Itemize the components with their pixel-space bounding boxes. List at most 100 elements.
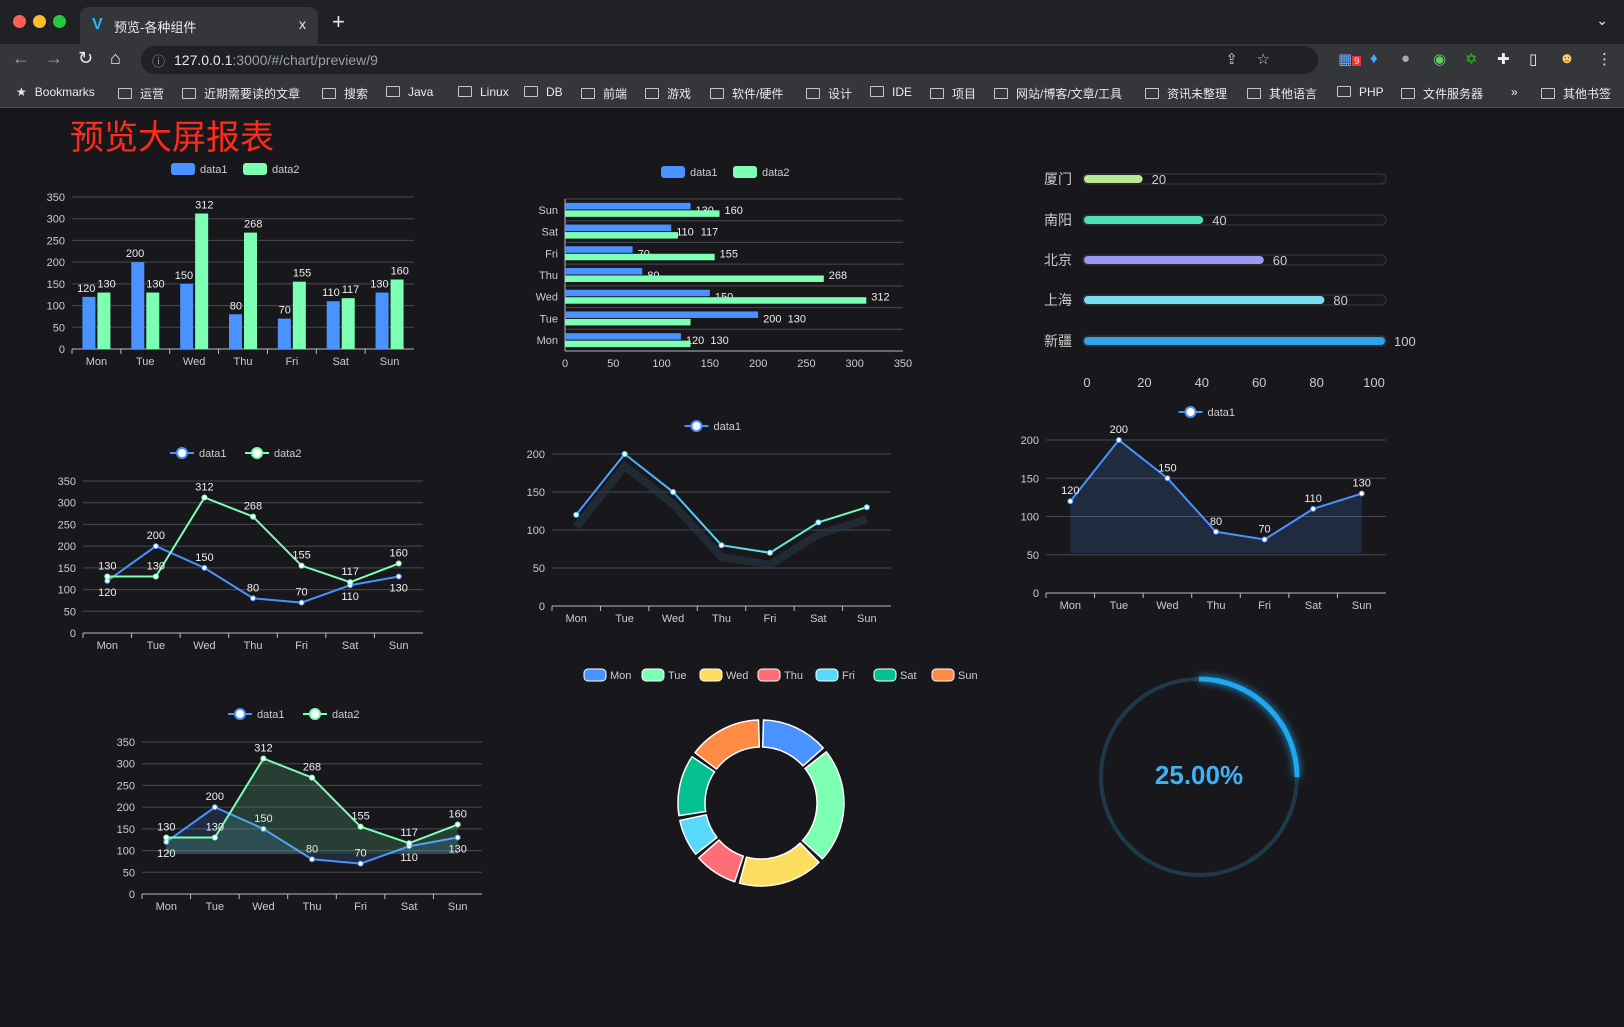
avatar[interactable]: ☻: [1559, 50, 1575, 67]
legend-label: data1: [690, 167, 718, 179]
folder-icon: [1337, 86, 1351, 97]
bar: [195, 213, 209, 349]
progress-label: 厦门: [1044, 171, 1072, 187]
progress-value: 60: [1273, 253, 1287, 268]
x-tick-label: 20: [1137, 375, 1151, 390]
legend-swatch: [171, 163, 195, 175]
legend-swatch: [699, 668, 723, 682]
tab-strip: V 预览-各种组件 x + ⌄: [0, 0, 1624, 44]
reload-icon[interactable]: ↻: [78, 48, 94, 68]
bookmark-folder[interactable]: 其他语言: [1247, 85, 1317, 102]
folder-icon: [118, 88, 132, 99]
x-tick-label: Wed: [183, 356, 205, 368]
bookmark-folder[interactable]: 搜索: [322, 85, 368, 102]
y-tick-label: 100: [47, 301, 65, 313]
data-point: [357, 860, 364, 867]
data-label: 80: [1210, 516, 1222, 528]
bookmark-folder[interactable]: Java: [386, 85, 433, 99]
x-tick-label: Sat: [810, 613, 827, 625]
tab-search-chevron-icon[interactable]: ⌄: [1596, 12, 1608, 28]
bar-value-label: 110: [676, 227, 694, 239]
extension-star-icon[interactable]: ✡: [1465, 51, 1478, 68]
x-tick-label: 350: [894, 358, 912, 370]
share-icon[interactable]: ⇪: [1225, 51, 1238, 68]
bookmark-star-icon[interactable]: ☆: [1256, 51, 1270, 68]
bookmark-folder[interactable]: 项目: [930, 85, 976, 102]
data-label: 130: [98, 561, 116, 573]
bookmark-folder[interactable]: DB: [524, 85, 563, 99]
minimize-window-button[interactable]: [33, 15, 46, 28]
x-tick-label: Mon: [156, 901, 177, 913]
bookmark-folder[interactable]: 近期需要读的文章: [182, 85, 300, 102]
y-tick-label: Tue: [539, 313, 558, 325]
y-tick-label: 150: [1021, 473, 1039, 485]
url-host: 127.0.0.1: [174, 52, 233, 68]
data-point: [815, 519, 822, 526]
tab-close-icon[interactable]: x: [299, 16, 306, 32]
new-tab-button[interactable]: +: [332, 9, 345, 34]
other-bookmarks-folder[interactable]: 其他书签: [1541, 85, 1611, 102]
folder-icon: [1541, 88, 1555, 99]
bookmarks-label[interactable]: ★ Bookmarks: [16, 85, 95, 99]
bar: [131, 262, 145, 349]
back-icon[interactable]: ←: [12, 48, 30, 68]
bookmark-folder[interactable]: 前端: [581, 85, 627, 102]
y-tick-label: 100: [1021, 512, 1039, 524]
bar: [146, 292, 160, 349]
bar: [390, 279, 404, 349]
data-label: 200: [1110, 424, 1128, 436]
bookmark-folder[interactable]: Linux: [458, 85, 509, 99]
bookmark-folder[interactable]: 运营: [118, 85, 164, 102]
y-tick-label: 150: [47, 279, 65, 291]
bar: [326, 301, 340, 349]
pie-slice: [801, 751, 845, 860]
side-panel-icon[interactable]: ▯: [1529, 51, 1538, 68]
x-tick-label: 200: [749, 358, 767, 370]
site-info-icon[interactable]: ⓘ: [152, 54, 166, 69]
bookmark-folder[interactable]: 资讯未整理: [1145, 85, 1227, 102]
legend-label: data1: [1208, 407, 1236, 419]
legend-label: Thu: [784, 670, 803, 682]
address-bar[interactable]: ⓘ 127.0.0.1:3000/#/chart/preview/9 ⇪ ☆: [141, 46, 1318, 74]
bookmark-folder[interactable]: 设计: [806, 85, 852, 102]
forward-icon[interactable]: →: [45, 48, 63, 68]
data-point: [309, 856, 315, 863]
extension-gray-icon[interactable]: ●: [1401, 50, 1411, 67]
gauge-progress-arc: [1198, 676, 1300, 778]
extension-badge: 9: [1352, 56, 1362, 66]
y-tick-label: 0: [70, 628, 76, 640]
maximize-window-button[interactable]: [53, 15, 66, 28]
home-icon[interactable]: ⌂: [110, 48, 121, 68]
folder-icon: [322, 88, 336, 99]
progress-fill: [1084, 337, 1385, 345]
bar: [277, 318, 291, 349]
extension-green-icon[interactable]: ◉: [1433, 51, 1447, 68]
bookmarks-more-button[interactable]: »: [1511, 85, 1518, 99]
bookmark-folder[interactable]: 网站/博客/文章/工具: [994, 85, 1122, 102]
progress-value: 80: [1333, 293, 1347, 308]
data-point: [863, 504, 870, 511]
y-tick-label: 50: [1027, 550, 1039, 562]
extension-icon[interactable]: ▦ 9: [1338, 51, 1362, 68]
progress-track: [1082, 254, 1387, 266]
y-tick-label: 0: [129, 889, 135, 901]
extensions-puzzle-icon[interactable]: ✚: [1497, 51, 1510, 68]
legend-marker-icon: [309, 708, 321, 720]
bookmark-folder[interactable]: 软件/硬件: [710, 85, 783, 102]
data-point: [298, 599, 305, 606]
data-point: [1358, 490, 1365, 497]
data-label: 268: [303, 762, 321, 774]
y-tick-label: 150: [527, 487, 545, 499]
bar: [375, 292, 389, 349]
bookmark-folder[interactable]: 文件服务器: [1401, 85, 1483, 102]
data-point: [250, 595, 256, 602]
bookmark-folder[interactable]: 游戏: [645, 85, 691, 102]
bookmark-folder[interactable]: IDE: [870, 85, 912, 99]
bar: [565, 275, 824, 282]
extension-gem-icon[interactable]: ♦: [1370, 50, 1378, 67]
bookmark-folder[interactable]: PHP: [1337, 85, 1384, 99]
close-window-button[interactable]: [13, 15, 26, 28]
browser-tab[interactable]: V 预览-各种组件 x: [80, 7, 318, 44]
menu-icon[interactable]: ⋮: [1597, 51, 1612, 68]
